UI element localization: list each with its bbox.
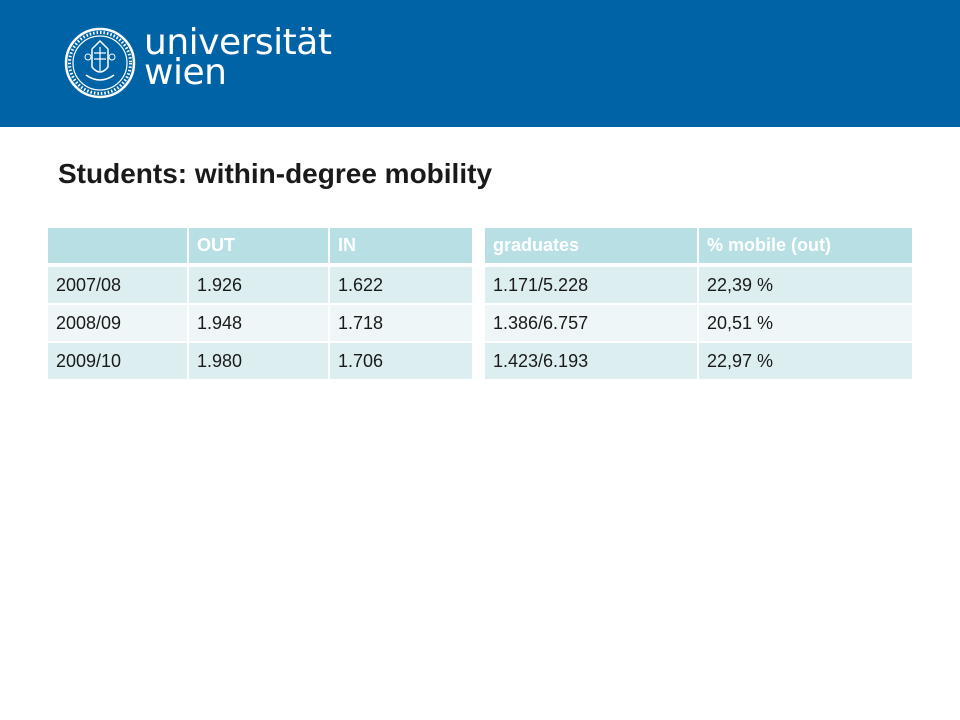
cell-graduates: 1.171/5.228 (485, 267, 699, 305)
cell-mobile-percent: 22,39 % (699, 267, 912, 305)
column-header-out: OUT (189, 228, 330, 267)
cell-mobile-percent: 22,97 % (699, 343, 912, 381)
column-header-in: IN (330, 228, 472, 267)
column-header-graduates: graduates (485, 228, 699, 267)
table-header-row: OUT IN (48, 228, 472, 267)
cell-mobile-percent: 20,51 % (699, 305, 912, 343)
cell-in: 1.622 (330, 267, 472, 305)
table-header-row: graduates % mobile (out) (485, 228, 912, 267)
cell-out: 1.980 (189, 343, 330, 381)
logo-line-1: universität (144, 22, 332, 63)
cell-in: 1.718 (330, 305, 472, 343)
header-band: universität wien (0, 0, 960, 127)
university-logo-wordmark: universität wien (144, 22, 332, 93)
table-row: 1.386/6.757 20,51 % (485, 305, 912, 343)
column-header-year (48, 228, 189, 267)
cell-out: 1.926 (189, 267, 330, 305)
cell-year: 2008/09 (48, 305, 189, 343)
table-row: 1.423/6.193 22,97 % (485, 343, 912, 381)
university-seal-icon (64, 27, 136, 99)
cell-in: 1.706 (330, 343, 472, 381)
table-row: 1.171/5.228 22,39 % (485, 267, 912, 305)
column-header-mobile-out: % mobile (out) (699, 228, 912, 267)
graduates-mobility-table: graduates % mobile (out) 1.171/5.228 22,… (485, 228, 912, 381)
mobility-counts-table: OUT IN 2007/08 1.926 1.622 2008/09 1.948… (48, 228, 472, 381)
slide-title: Students: within-degree mobility (58, 158, 493, 189)
table-row: 2009/10 1.980 1.706 (48, 343, 472, 381)
table-row: 2007/08 1.926 1.622 (48, 267, 472, 305)
cell-out: 1.948 (189, 305, 330, 343)
cell-graduates: 1.423/6.193 (485, 343, 699, 381)
cell-year: 2007/08 (48, 267, 189, 305)
logo-line-2: wien (144, 52, 227, 93)
cell-graduates: 1.386/6.757 (485, 305, 699, 343)
table-row: 2008/09 1.948 1.718 (48, 305, 472, 343)
cell-year: 2009/10 (48, 343, 189, 381)
